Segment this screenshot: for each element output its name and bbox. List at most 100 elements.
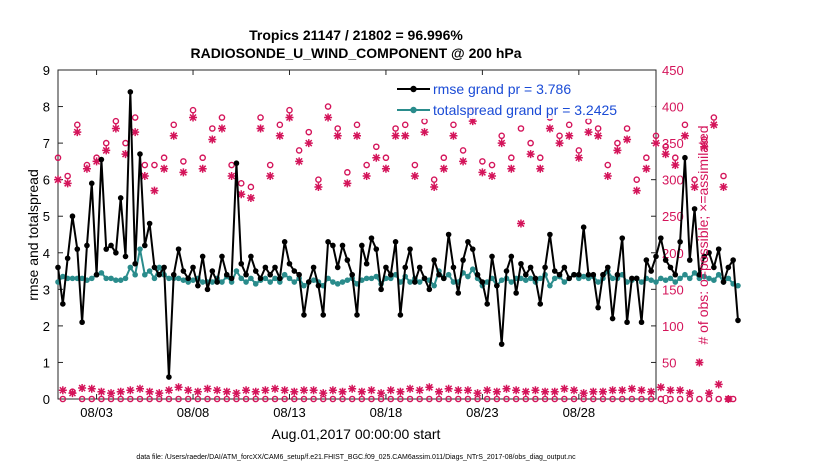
rmse-point (296, 271, 302, 278)
totalspread-point (310, 277, 317, 283)
rmse-point (604, 264, 611, 271)
possible-point (493, 395, 501, 403)
possible-point (459, 147, 467, 154)
rmse-point (469, 246, 476, 252)
rmse-point (301, 312, 307, 318)
totalspread-point (79, 275, 85, 282)
rmse-point (436, 271, 442, 278)
x-tick-label: 08/28 (563, 405, 596, 420)
assimilated-point (184, 386, 193, 395)
possible-point (406, 395, 414, 403)
assimilated-point (290, 387, 299, 396)
assimilated-point (299, 386, 308, 395)
rmse-point (248, 253, 254, 260)
possible-point (435, 395, 443, 403)
assimilated-point (367, 386, 376, 395)
assimilated-point (492, 387, 501, 396)
possible-point (416, 395, 423, 403)
totalspread-point (638, 279, 645, 285)
rmse-point (629, 275, 635, 282)
totalspread-point (267, 279, 273, 285)
rmse-point (315, 282, 322, 289)
possible-point (618, 395, 626, 403)
assimilated-point (637, 386, 646, 395)
rmse-point (551, 268, 558, 274)
totalspread-point (117, 277, 124, 283)
assimilated-point (627, 384, 636, 393)
possible-point (228, 161, 235, 169)
rmse-point (445, 231, 452, 238)
possible-point (392, 125, 399, 132)
rmse-point (643, 257, 650, 263)
totalspread-point (175, 275, 182, 282)
y-left-tick-label: 4 (43, 246, 50, 261)
possible-point (59, 395, 67, 403)
y-left-tick-label: 8 (43, 100, 50, 115)
assimilated-point (251, 387, 260, 396)
totalspread-point (209, 279, 216, 285)
assimilated-point (266, 172, 275, 181)
possible-point (213, 395, 221, 403)
assimilated-point (198, 164, 207, 173)
rmse-point (354, 312, 360, 318)
possible-point (681, 121, 689, 129)
rmse-point (132, 260, 138, 267)
possible-point (609, 395, 616, 403)
totalspread-point (691, 270, 698, 276)
chart-subtitle: RADIOSONDE_U_WIND_COMPONENT @ 200 hPa (190, 45, 521, 61)
assimilated-point (724, 395, 733, 403)
rmse-point (117, 195, 124, 201)
totalspread-point (252, 281, 259, 287)
assimilated-point (333, 131, 342, 140)
possible-point (696, 395, 703, 403)
assimilated-point (516, 219, 525, 228)
assimilated-point (319, 389, 328, 398)
assimilated-point (261, 386, 270, 395)
possible-point (671, 154, 679, 162)
rmse-point (204, 286, 211, 293)
assimilated-point (208, 135, 217, 144)
rmse-point (233, 160, 240, 167)
assimilated-point (227, 172, 236, 181)
rmse-point (725, 264, 732, 271)
assimilated-point (439, 164, 448, 173)
rmse-point (363, 260, 370, 267)
rmse-point (267, 271, 273, 278)
totalspread-point (286, 275, 293, 282)
assimilated-point (193, 387, 202, 396)
rmse-point (55, 264, 61, 271)
rmse-point (624, 319, 630, 326)
rmse-point (166, 374, 172, 380)
possible-point (464, 395, 472, 403)
rmse-point (494, 282, 500, 289)
possible-point (194, 395, 202, 403)
rmse-point (412, 279, 418, 285)
assimilated-point (131, 128, 140, 137)
rmse-point (600, 271, 606, 278)
assimilated-point (280, 386, 289, 395)
possible-point (112, 117, 120, 125)
rmse-point (74, 246, 81, 252)
assimilated-point (488, 172, 497, 181)
totalspread-point (686, 275, 693, 282)
assimilated-point (150, 186, 159, 195)
y-right-tick-label: 450 (662, 63, 684, 78)
assimilated-point (560, 384, 569, 393)
totalspread-point (142, 271, 148, 278)
totalspread-point (667, 275, 674, 282)
assimilated-point (714, 380, 723, 389)
rmse-point (576, 271, 582, 278)
rmse-point (190, 264, 196, 271)
rmse-point (142, 242, 148, 249)
assimilated-point (555, 139, 564, 148)
assimilated-point (695, 358, 704, 367)
rmse-point (730, 257, 736, 263)
totalspread-point (166, 275, 172, 282)
totalspread-point (103, 275, 110, 282)
totalspread-point (445, 271, 452, 278)
rmse-point (252, 268, 259, 274)
assimilated-point (348, 384, 357, 393)
assimilated-point (656, 383, 665, 392)
y-left-tick-label: 1 (43, 355, 50, 370)
possible-point (180, 158, 187, 165)
